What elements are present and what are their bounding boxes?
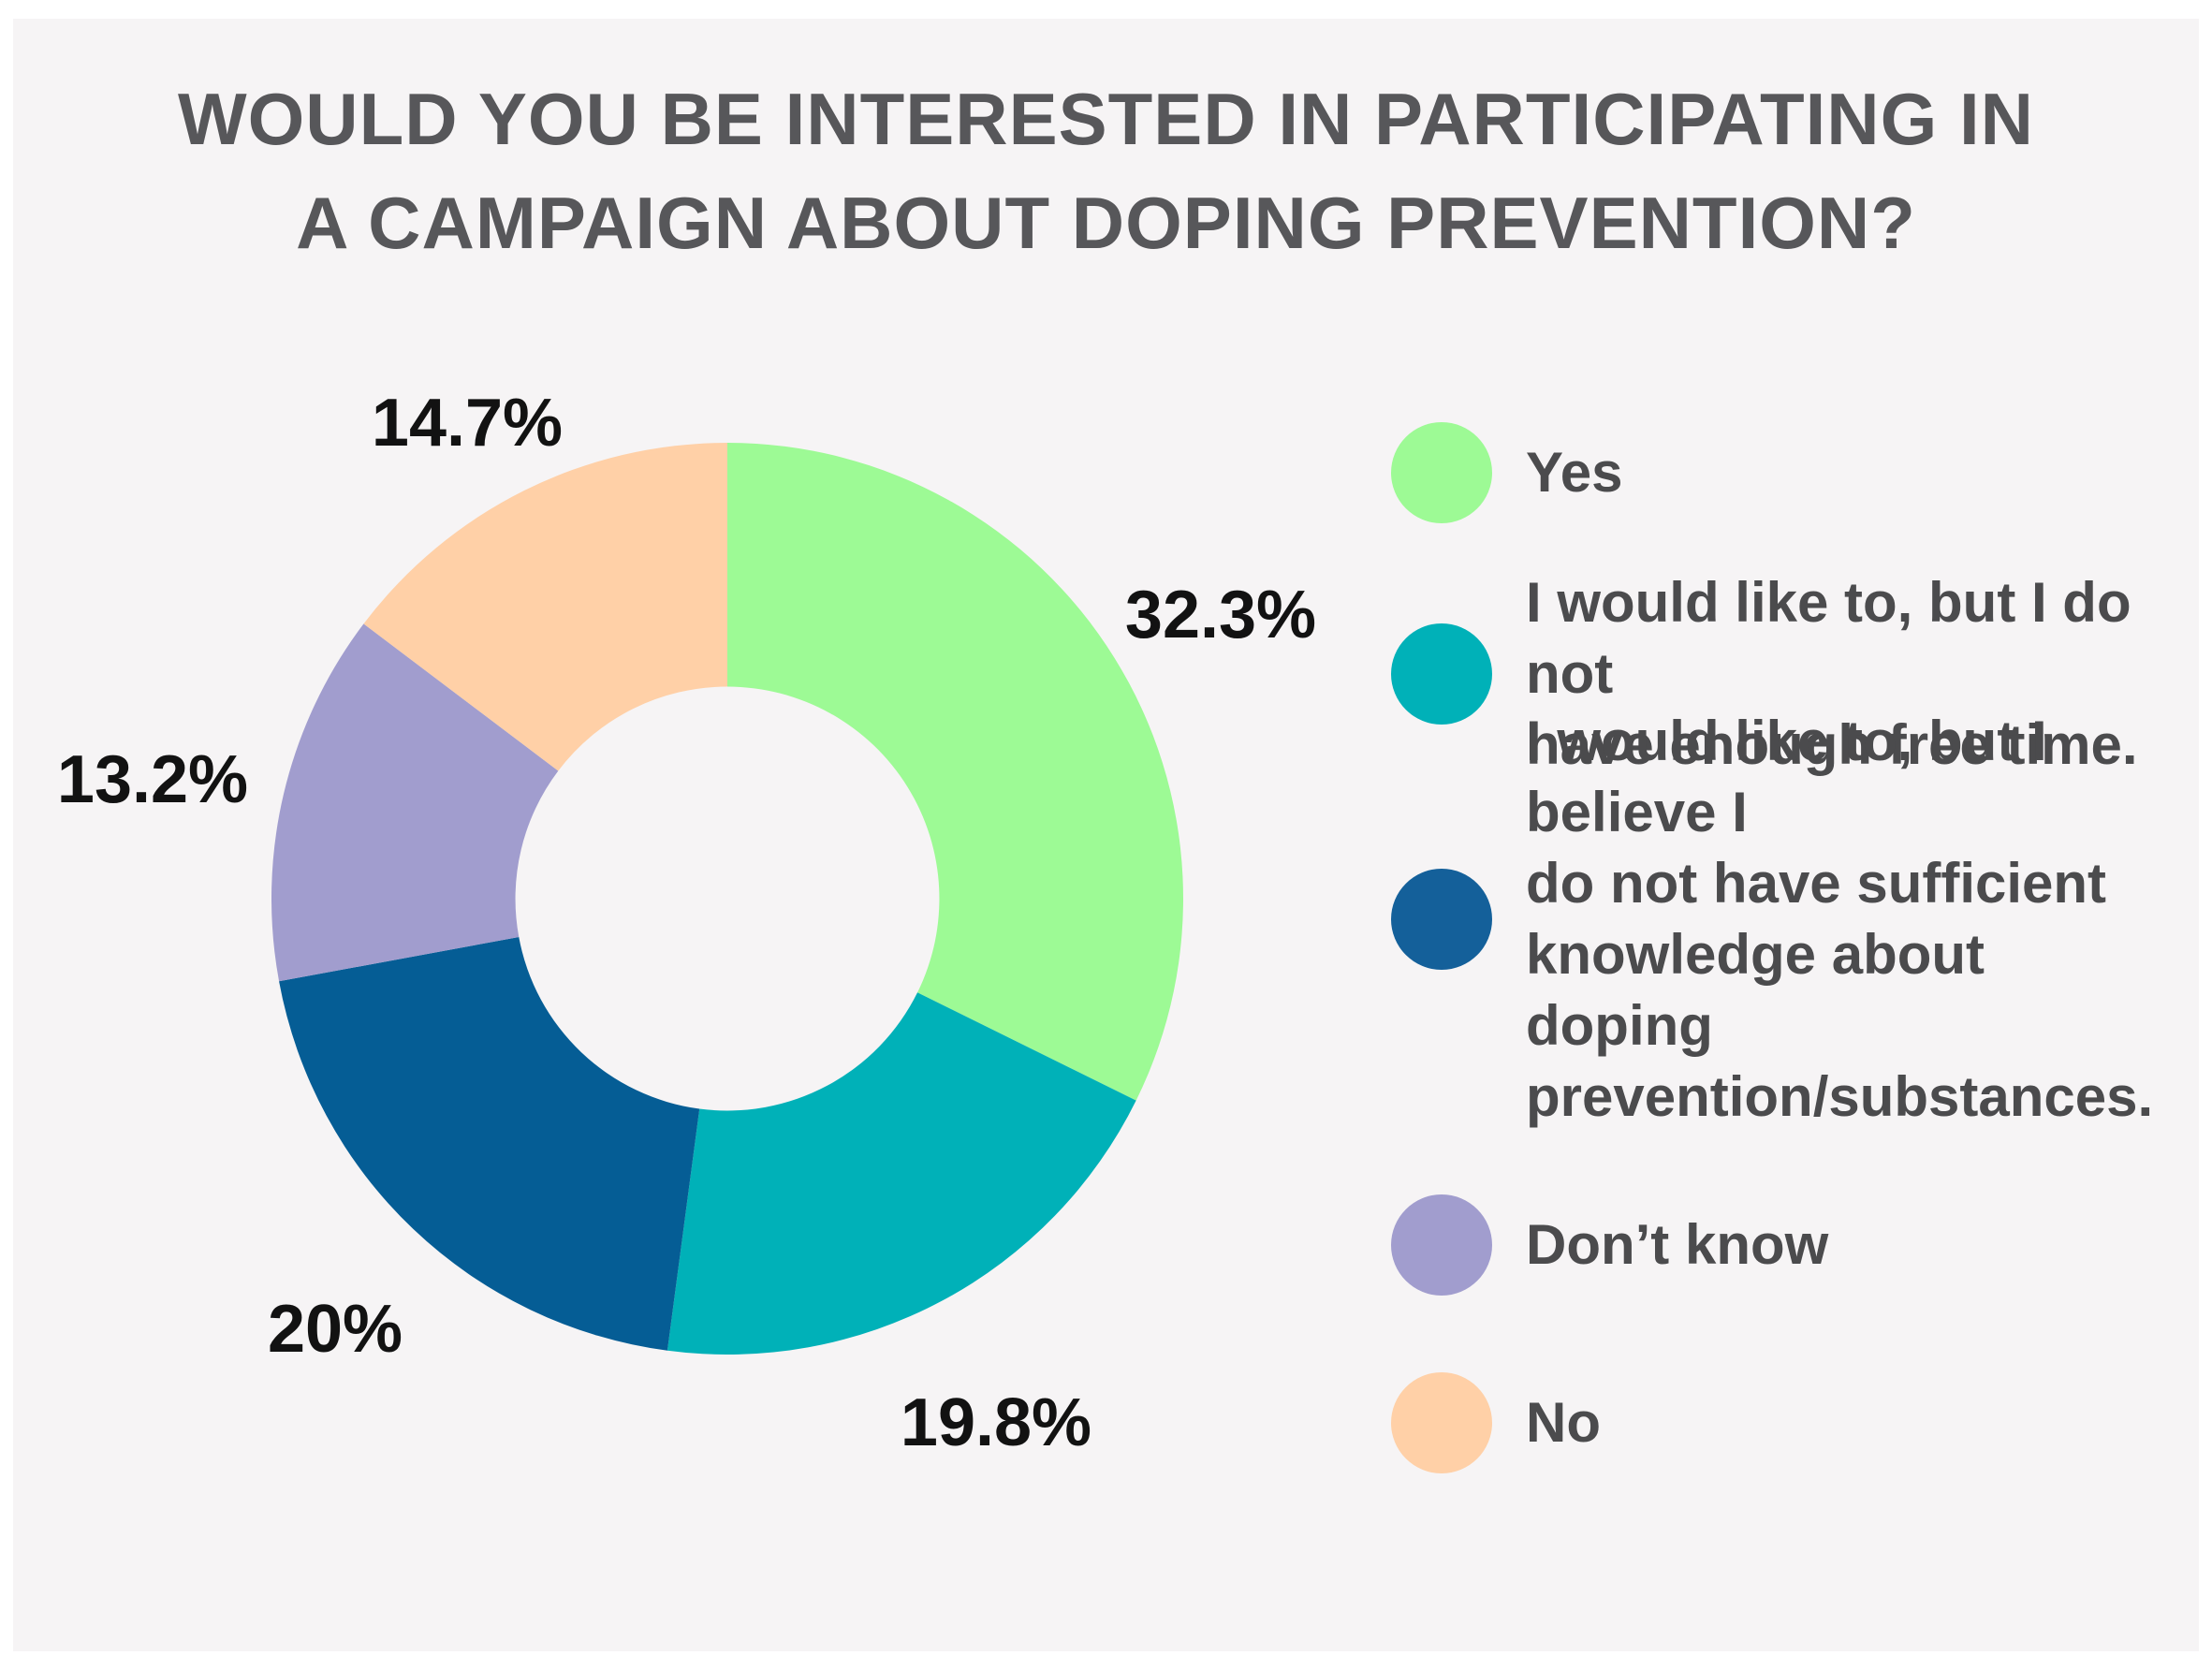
pie-slice-4	[363, 443, 727, 771]
legend-label-yes: Yes	[1526, 441, 1623, 504]
legend-swatch-insufficient-knowledge	[1391, 869, 1492, 970]
slice-value-label-yes: 32.3%	[1124, 578, 1317, 652]
donut-chart-svg	[271, 443, 1183, 1355]
legend-item-yes: Yes	[1391, 422, 2177, 523]
legend-item-no-free-time: I would like to, but I do not have enoug…	[1391, 567, 2177, 781]
legend-label-no-free-time: I would like to, but I do not have enoug…	[1526, 571, 2138, 776]
pie-slice-3	[271, 623, 559, 982]
pie-slice-0	[727, 443, 1183, 1101]
slice-value-label-dont-know: 13.2%	[56, 742, 249, 817]
infographic-panel: WOULD YOU BE INTERESTED IN PARTICIPATING…	[13, 19, 2199, 1651]
legend-label-insufficient-knowledge: I would like to, but I believe I do not …	[1526, 710, 2154, 1128]
pie-slice-1	[667, 992, 1136, 1355]
slice-value-label-no: 14.7%	[371, 386, 564, 461]
slice-value-label-insufficient-knowledge: 20%	[267, 1292, 403, 1367]
page-title: WOULD YOU BE INTERESTED IN PARTICIPATING…	[178, 78, 2034, 264]
legend-item-no: No	[1391, 1372, 2177, 1473]
legend-label-no: No	[1526, 1391, 1601, 1454]
donut-chart	[271, 443, 1183, 1355]
legend-swatch-no	[1391, 1372, 1492, 1473]
pie-slice-2	[279, 937, 700, 1351]
legend-label-dont-know: Don’t know	[1526, 1213, 1829, 1276]
slice-value-label-no-free-time: 19.8%	[900, 1385, 1092, 1460]
legend-item-insufficient-knowledge: I would like to, but I believe I do not …	[1391, 706, 2177, 1133]
legend-swatch-dont-know	[1391, 1194, 1492, 1296]
legend-swatch-no-free-time	[1391, 623, 1492, 725]
legend-item-dont-know: Don’t know	[1391, 1194, 2177, 1296]
legend-swatch-yes	[1391, 422, 1492, 523]
